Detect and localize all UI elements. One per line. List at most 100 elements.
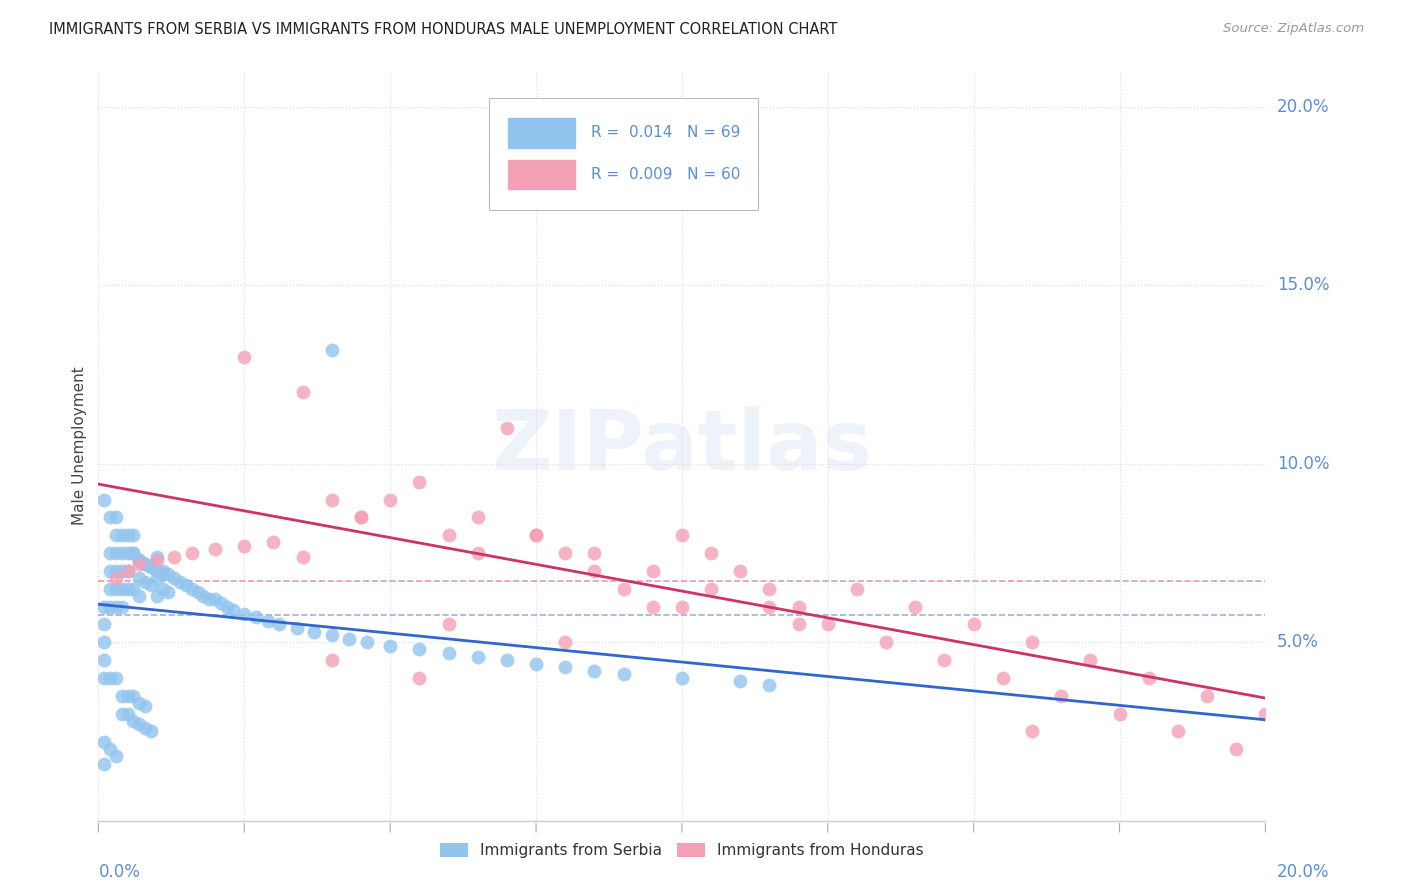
Point [157, 567, 180, 582]
Point [146, 553, 169, 567]
Point [1108, 706, 1130, 721]
Point [291, 385, 314, 400]
Point [1137, 671, 1160, 685]
Point [1167, 724, 1189, 739]
Point [128, 696, 150, 710]
Point [408, 475, 430, 489]
Point [356, 635, 378, 649]
Point [641, 564, 664, 578]
Point [139, 724, 162, 739]
Point [128, 557, 150, 571]
Point [104, 510, 127, 524]
Text: 15.0%: 15.0% [1277, 277, 1330, 294]
Point [233, 350, 256, 364]
Point [758, 582, 780, 596]
Point [321, 628, 343, 642]
Point [437, 528, 460, 542]
Point [215, 599, 238, 614]
Point [1225, 742, 1247, 756]
Point [1050, 689, 1073, 703]
Point [934, 653, 956, 667]
Point [496, 653, 519, 667]
Point [128, 717, 150, 731]
Point [204, 592, 226, 607]
Point [380, 639, 402, 653]
Point [787, 599, 810, 614]
Point [1080, 653, 1102, 667]
Point [187, 585, 209, 599]
Point [98, 510, 121, 524]
Point [93, 492, 115, 507]
Point [380, 492, 402, 507]
FancyBboxPatch shape [508, 117, 575, 149]
Point [122, 689, 145, 703]
Text: Source: ZipAtlas.com: Source: ZipAtlas.com [1223, 22, 1364, 36]
Text: IMMIGRANTS FROM SERBIA VS IMMIGRANTS FROM HONDURAS MALE UNEMPLOYMENT CORRELATION: IMMIGRANTS FROM SERBIA VS IMMIGRANTS FRO… [49, 22, 838, 37]
Point [139, 560, 162, 574]
Point [671, 528, 693, 542]
Point [700, 546, 723, 560]
Point [98, 564, 121, 578]
Point [758, 599, 780, 614]
Point [583, 546, 606, 560]
Point [583, 564, 606, 578]
Point [93, 635, 115, 649]
Point [117, 564, 139, 578]
Point [1021, 724, 1043, 739]
Point [554, 546, 576, 560]
Point [134, 699, 156, 714]
Point [139, 560, 162, 574]
Point [104, 528, 127, 542]
Point [256, 614, 278, 628]
Point [787, 617, 810, 632]
Point [93, 599, 115, 614]
Point [758, 678, 780, 692]
FancyBboxPatch shape [508, 159, 575, 191]
Point [104, 582, 127, 596]
Point [104, 599, 127, 614]
Point [128, 553, 150, 567]
Point [554, 660, 576, 674]
Point [152, 582, 174, 596]
Point [204, 542, 226, 557]
Point [134, 721, 156, 735]
Point [98, 599, 121, 614]
Point [437, 617, 460, 632]
Point [269, 617, 291, 632]
Point [139, 578, 162, 592]
Point [163, 549, 186, 564]
Point [350, 510, 373, 524]
Point [93, 735, 115, 749]
Point [496, 164, 519, 178]
Point [128, 571, 150, 585]
Point [98, 546, 121, 560]
Text: 20.0%: 20.0% [1277, 98, 1330, 116]
Point [104, 564, 127, 578]
Point [350, 510, 373, 524]
Point [524, 528, 547, 542]
Point [111, 582, 134, 596]
Point [157, 585, 180, 599]
Point [104, 546, 127, 560]
Point [146, 589, 169, 603]
Point [321, 653, 343, 667]
Point [875, 635, 897, 649]
Point [104, 571, 127, 585]
Point [146, 571, 169, 585]
Point [128, 589, 150, 603]
Point [304, 624, 326, 639]
Point [233, 607, 256, 621]
Point [671, 599, 693, 614]
Point [730, 674, 752, 689]
Point [321, 492, 343, 507]
Text: 20.0%: 20.0% [1277, 863, 1330, 881]
Point [467, 649, 489, 664]
Point [93, 617, 115, 632]
Point [111, 564, 134, 578]
Point [221, 603, 243, 617]
Point [524, 657, 547, 671]
Point [467, 546, 489, 560]
Point [134, 557, 156, 571]
Point [111, 528, 134, 542]
Point [122, 714, 145, 728]
